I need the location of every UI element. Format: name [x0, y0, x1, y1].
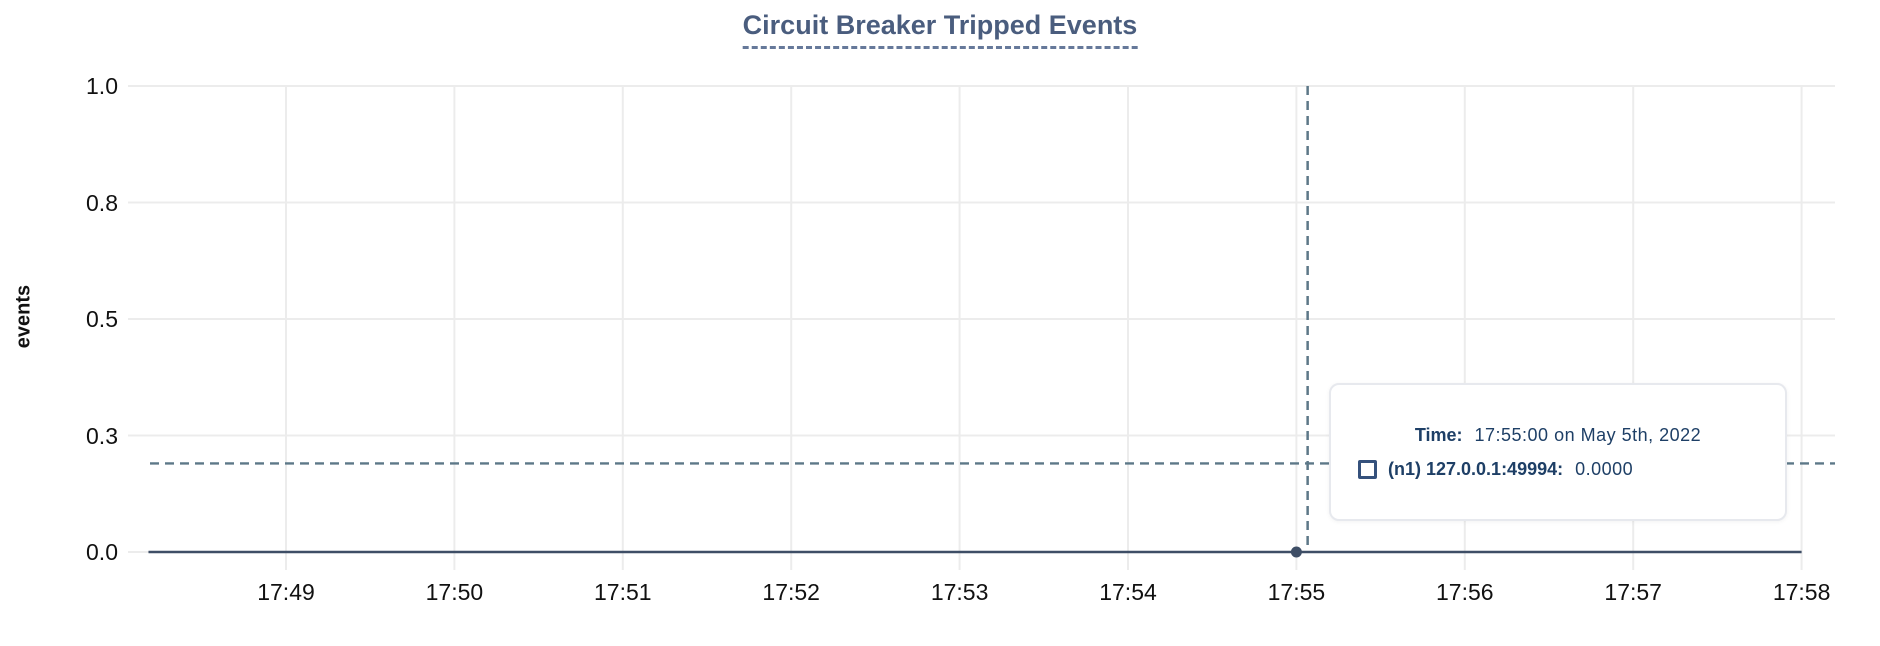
y-axis-tick-label: 0.0 — [86, 539, 118, 565]
tooltip-series-value: 0.0000 — [1575, 458, 1634, 479]
x-axis-tick-label: 17:54 — [1099, 579, 1157, 605]
x-axis-tick-label: 17:50 — [425, 579, 484, 605]
x-axis-tick-label: 17:57 — [1604, 579, 1662, 605]
chart-tooltip: Time: 17:55:00 on May 5th, 2022 (n1) 127… — [1329, 383, 1787, 521]
x-axis-tick-label: 17:56 — [1436, 579, 1494, 605]
y-axis-tick-label: 1.0 — [86, 73, 118, 99]
x-axis-tick-label: 17:51 — [594, 579, 652, 605]
x-axis-tick-label: 17:49 — [257, 579, 315, 605]
x-axis-tick-label: 17:52 — [762, 579, 820, 605]
tooltip-time-value: 17:55:00 on May 5th, 2022 — [1474, 424, 1702, 445]
chart-title[interactable]: Circuit Breaker Tripped Events — [742, 10, 1138, 49]
y-axis-tick-label: 0.8 — [86, 189, 118, 216]
tooltip-series-row: (n1) 127.0.0.1:49994: 0.0000 — [1331, 459, 1785, 480]
y-axis-tick-label: 0.5 — [86, 306, 118, 332]
x-axis-tick-label: 17:55 — [1267, 579, 1326, 605]
tooltip-time-label: Time: — [1414, 424, 1463, 445]
y-axis-tick-label: 0.3 — [86, 422, 118, 449]
series-swatch-square-outline-icon[interactable] — [1358, 459, 1377, 479]
tooltip-series-label: (n1) 127.0.0.1:49994: — [1388, 458, 1564, 479]
tooltip-time-row: Time: 17:55:00 on May 5th, 2022 — [1331, 425, 1785, 446]
highlighted-point-marker[interactable] — [1290, 546, 1302, 558]
x-axis-tick-label: 17:58 — [1772, 579, 1831, 605]
x-axis-tick-label: 17:53 — [930, 579, 989, 605]
